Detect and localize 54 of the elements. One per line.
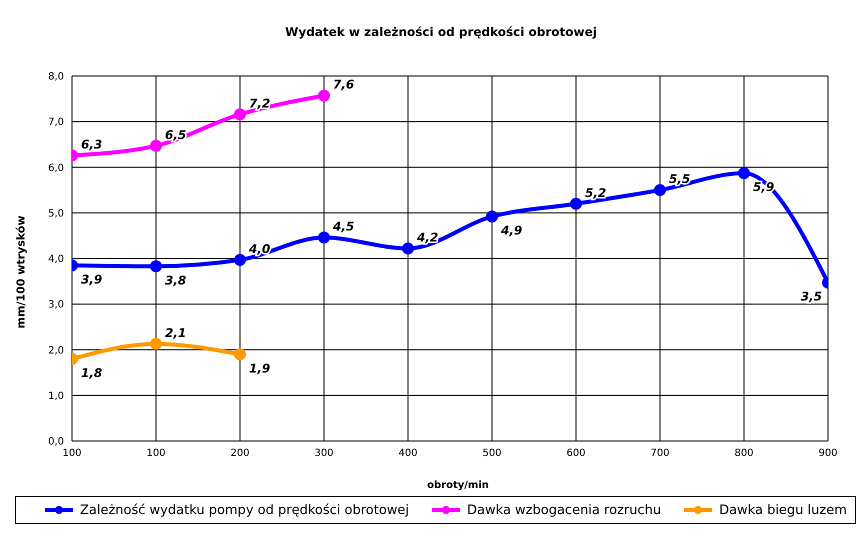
chart-title: Wydatek w zależności od prędkości obrotowej [284,25,598,39]
x-tick-label: 300 [314,448,334,460]
point [486,210,498,223]
y-tick-label: 7,0 [48,117,64,128]
data-label: 6,3 [81,137,102,152]
data-label: 2,1 [165,326,186,340]
legend-label: Zależność wydatku pompy od prędkości obrotowej [80,502,410,518]
point [150,338,162,350]
x-tick-label: 900 [818,448,838,460]
x-tick-label: 200 [230,448,250,460]
data-label: 3,9 [81,272,102,286]
y-tick-label: 2,0 [48,345,64,356]
y-axis-title: mm/100 wtrysków [14,215,28,329]
y-tick-label: 3,0 [48,300,64,311]
y-tick-label: 0,0 [48,436,64,448]
data-label: 3,5 [800,290,822,304]
point [150,260,162,272]
legend-label: Dawka biegu luzem [719,502,847,518]
x-tick-label: 600 [566,448,586,460]
x-tick-label: 400 [398,448,418,460]
data-label: 1,8 [81,366,102,380]
y-tick-label: 8,0 [48,72,64,83]
y-tick-label: 1,0 [48,390,64,402]
y-tick-label: 6,0 [48,162,64,174]
data-label: 5,5 [669,172,690,186]
data-label: 4,0 [248,242,270,256]
point [150,140,162,152]
data-label: 7,6 [333,78,354,92]
data-label: 6,5 [165,128,186,142]
data-label: 4,2 [416,230,438,244]
point [234,348,246,360]
point [318,90,330,102]
data-label: 1,9 [249,361,270,376]
data-label: 3,8 [165,273,186,288]
y-tick-label: 5,0 [48,208,64,220]
x-tick-label: 500 [482,448,502,460]
data-label: 5,2 [585,186,606,200]
point [654,184,666,196]
x-axis-title: obroty/min [426,480,490,491]
data-label: 4,5 [332,220,354,234]
x-tick-label: 800 [734,448,754,460]
legend-label: Dawka wzbogacenia rozruchu [467,502,662,518]
x-tick-label: 100 [62,448,82,460]
point [402,242,414,254]
data-label: 7,2 [249,96,270,110]
point [570,198,582,210]
data-label: 4,9 [500,224,522,238]
x-tick-label: 100 [146,448,166,460]
point [318,232,330,244]
point [738,167,750,180]
y-tick-label: 4,0 [48,254,64,266]
point [234,254,246,266]
x-tick-label: 700 [650,448,670,460]
point [234,108,246,120]
